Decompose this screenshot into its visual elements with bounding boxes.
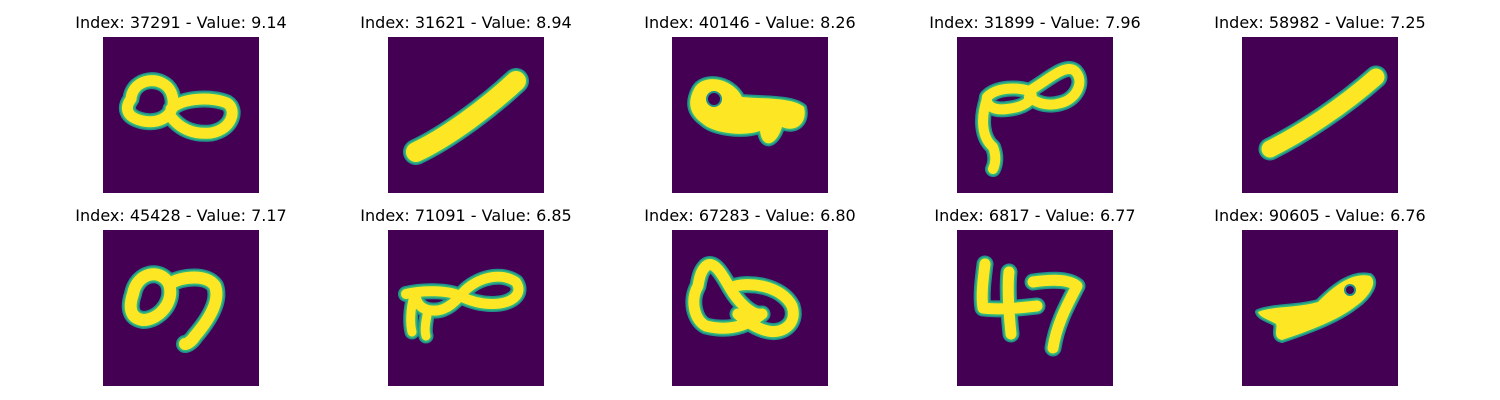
digit-image <box>957 37 1113 193</box>
panel-title: Index: 67283 - Value: 6.80 <box>644 206 856 225</box>
panel-title: Index: 40146 - Value: 8.26 <box>644 13 856 32</box>
panel-title: Index: 58982 - Value: 7.25 <box>1214 13 1426 32</box>
digit-drawing <box>957 37 1113 193</box>
digit-image <box>672 37 828 193</box>
digit-drawing <box>1242 230 1398 386</box>
digit-drawing <box>388 37 544 193</box>
panel-title: Index: 6817 - Value: 6.77 <box>934 206 1136 225</box>
panel-title: Index: 37291 - Value: 9.14 <box>75 13 287 32</box>
panel-title: Index: 71091 - Value: 6.85 <box>360 206 572 225</box>
digit-drawing <box>957 230 1113 386</box>
panel-title: Index: 90605 - Value: 6.76 <box>1214 206 1426 225</box>
digit-drawing <box>103 230 259 386</box>
digit-image <box>1242 230 1398 386</box>
digit-image <box>957 230 1113 386</box>
digit-image <box>103 37 259 193</box>
digit-drawing <box>388 230 544 386</box>
digit-drawing <box>103 37 259 193</box>
digit-drawing <box>1242 37 1398 193</box>
panel-title: Index: 31899 - Value: 7.96 <box>929 13 1141 32</box>
digit-drawing <box>672 230 828 386</box>
digit-drawing <box>672 37 828 193</box>
digit-image <box>388 37 544 193</box>
panel-title: Index: 31621 - Value: 8.94 <box>360 13 572 32</box>
digit-image <box>388 230 544 386</box>
digit-image <box>103 230 259 386</box>
digit-image <box>1242 37 1398 193</box>
panel-title: Index: 45428 - Value: 7.17 <box>75 206 287 225</box>
digit-image <box>672 230 828 386</box>
